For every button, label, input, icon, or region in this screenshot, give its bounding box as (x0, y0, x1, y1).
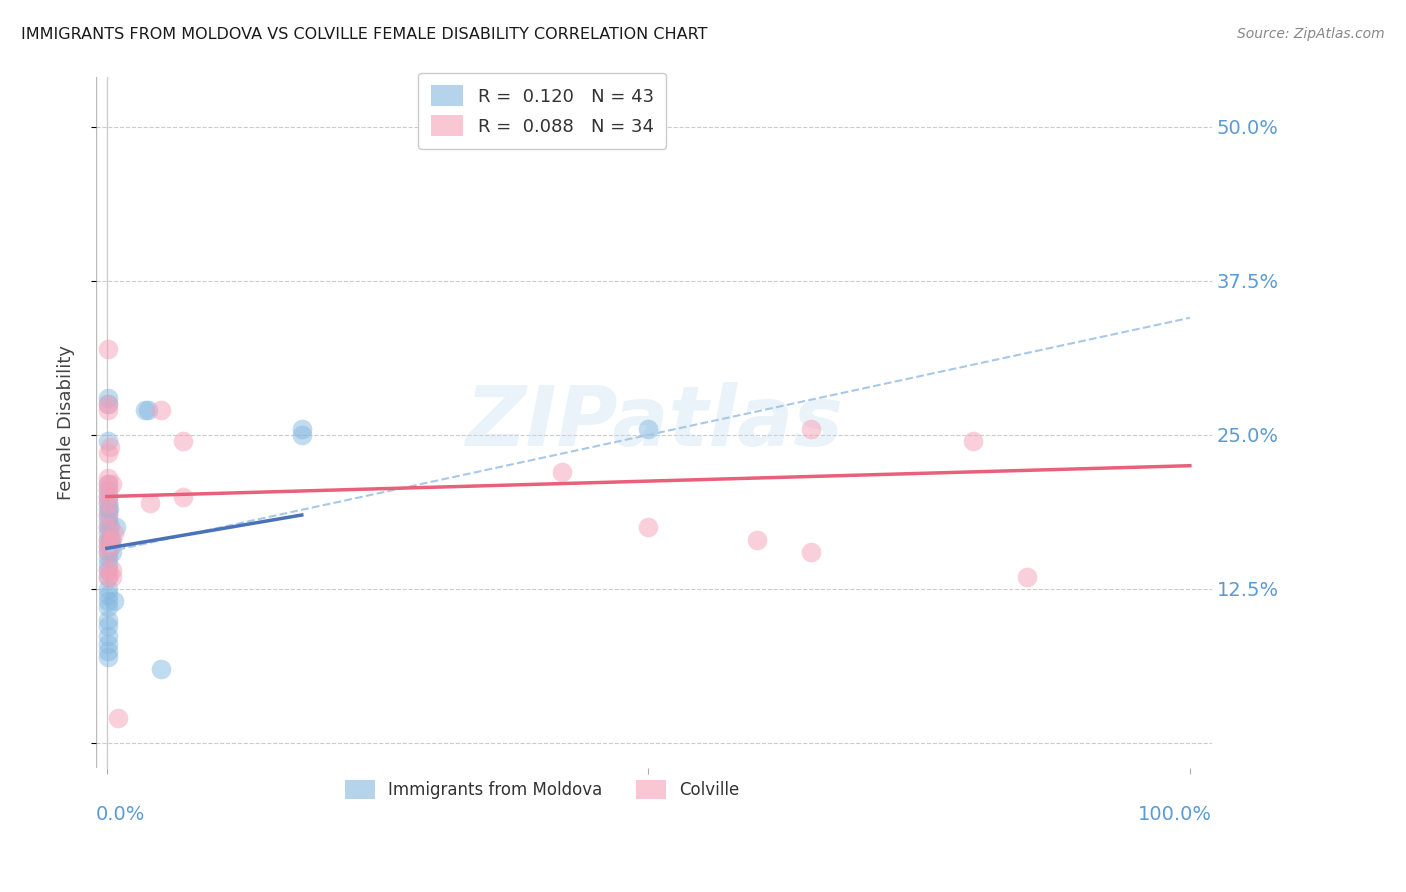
Point (97, 545, 120, 559)
Point (97, 539, 120, 553)
Point (97, 526, 120, 541)
Point (551, 465, 574, 479)
Point (172, 490, 194, 504)
Text: 100.0%: 100.0% (1137, 805, 1212, 823)
Point (97, 391, 120, 405)
Point (97, 446, 120, 460)
Point (97, 564, 120, 578)
Point (97, 490, 120, 504)
Point (97, 569, 120, 583)
Point (98, 501, 121, 516)
Point (1017, 569, 1039, 583)
Point (97, 483, 120, 498)
Point (962, 434, 984, 448)
Point (97, 501, 120, 516)
Point (97, 594, 120, 608)
Point (103, 594, 125, 608)
Text: IMMIGRANTS FROM MOLDOVA VS COLVILLE FEMALE DISABILITY CORRELATION CHART: IMMIGRANTS FROM MOLDOVA VS COLVILLE FEMA… (21, 27, 707, 42)
Point (97, 434, 120, 448)
Point (97, 569, 120, 583)
Point (101, 533, 124, 547)
Point (97, 483, 120, 498)
Point (97, 551, 120, 566)
Point (97, 600, 120, 615)
Point (97, 342, 120, 356)
Point (150, 662, 173, 676)
Point (97, 613, 120, 627)
Point (97, 397, 120, 411)
Point (97, 508, 120, 522)
Point (98, 440, 121, 454)
Point (97, 533, 120, 547)
Point (100, 539, 122, 553)
Point (800, 545, 823, 559)
Point (97, 533, 120, 547)
Point (97, 643, 120, 657)
Point (139, 496, 162, 510)
Point (97, 514, 120, 528)
Point (97, 403, 120, 417)
Point (103, 526, 125, 541)
Point (97, 477, 120, 491)
Point (97, 520, 120, 534)
Point (97, 629, 120, 643)
Point (97, 496, 120, 510)
Point (97, 508, 120, 522)
Point (97, 558, 120, 572)
Point (97, 520, 120, 534)
Point (100, 533, 122, 547)
Point (134, 403, 156, 417)
Text: 0.0%: 0.0% (96, 805, 145, 823)
Point (104, 520, 127, 534)
Point (97, 496, 120, 510)
Point (101, 564, 124, 578)
Point (291, 422, 314, 436)
Legend: Immigrants from Moldova, Colville: Immigrants from Moldova, Colville (336, 772, 748, 807)
Point (745, 533, 768, 547)
Point (101, 569, 124, 583)
Point (97, 564, 120, 578)
Point (97, 471, 120, 485)
Point (107, 711, 129, 725)
Point (637, 520, 659, 534)
Point (97, 539, 120, 553)
Point (97, 582, 120, 596)
Point (97, 649, 120, 664)
Point (97, 397, 120, 411)
Text: Source: ZipAtlas.com: Source: ZipAtlas.com (1237, 27, 1385, 41)
Point (101, 545, 124, 559)
Point (800, 422, 823, 436)
Point (97, 545, 120, 559)
Point (97, 637, 120, 651)
Point (97, 477, 120, 491)
Point (136, 403, 159, 417)
Point (97, 588, 120, 602)
Point (98, 520, 121, 534)
Point (637, 422, 659, 436)
Point (150, 403, 173, 417)
Point (172, 434, 194, 448)
Y-axis label: Female Disability: Female Disability (58, 345, 75, 500)
Point (98, 533, 121, 547)
Point (97, 490, 120, 504)
Point (97, 619, 120, 633)
Point (101, 477, 124, 491)
Text: ZIPatlas: ZIPatlas (465, 382, 842, 463)
Point (291, 428, 314, 442)
